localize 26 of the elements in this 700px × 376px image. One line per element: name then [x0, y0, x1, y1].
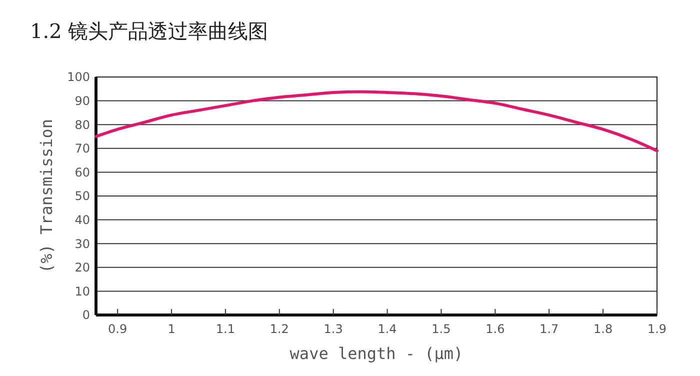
y-tick-label: 20 — [74, 260, 90, 275]
y-tick-label: 50 — [74, 189, 90, 204]
y-tick-label: 80 — [74, 118, 90, 132]
x-tick-label: 1.1 — [216, 322, 236, 336]
y-tick-label: 30 — [74, 236, 90, 251]
y-tick-label: 10 — [74, 284, 90, 298]
y-tick-label: 60 — [74, 165, 90, 180]
y-tick-label: 70 — [74, 142, 90, 156]
x-axis-title: wave length - (μm) — [290, 344, 464, 363]
x-tick-label: 1.4 — [378, 322, 397, 336]
x-tick-label: 1.9 — [647, 322, 667, 336]
chart-title: 1.2 镜头产品透过率曲线图 — [30, 19, 268, 43]
x-tick-label: 0.9 — [108, 322, 128, 336]
x-tick-label: 1.7 — [540, 322, 559, 336]
x-tick-label: 1.3 — [324, 322, 343, 336]
y-tick-label: 100 — [67, 70, 90, 84]
x-tick-label: 1.5 — [432, 322, 451, 336]
line-series — [94, 90, 658, 152]
y-tick-label: 40 — [74, 213, 90, 227]
x-tick-label: 1.2 — [270, 322, 289, 336]
x-tick-label: 1.6 — [486, 322, 505, 336]
x-tick-label: 1 — [168, 322, 176, 336]
y-axis-title: (%) Transmission — [37, 118, 56, 274]
x-tick-label: 1.8 — [594, 322, 613, 336]
y-tick-label: 90 — [74, 94, 90, 108]
y-tick-label: 0 — [82, 308, 90, 322]
